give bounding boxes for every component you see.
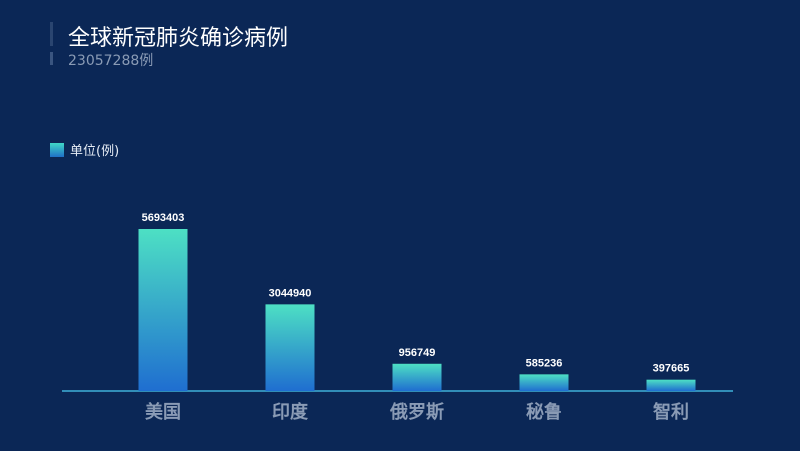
bar-3[interactable] — [519, 374, 569, 391]
data-label: 956749 — [399, 347, 436, 359]
bar-4[interactable] — [646, 379, 696, 391]
chart-subtitle: 23057288例 — [68, 53, 154, 69]
category-label: 秘鲁 — [526, 401, 562, 423]
chart-title: 全球新冠肺炎确诊病例 — [68, 26, 289, 51]
category-label: 智利 — [653, 401, 689, 423]
bar-2[interactable] — [392, 363, 442, 391]
legend-label: 单位(例) — [70, 144, 120, 159]
subtitle-accent — [50, 52, 53, 65]
bar-0[interactable] — [138, 229, 188, 391]
category-label: 印度 — [272, 401, 309, 423]
category-label: 俄罗斯 — [389, 401, 444, 423]
data-label: 397665 — [653, 363, 690, 375]
legend-swatch — [50, 142, 64, 157]
data-label: 3044940 — [269, 287, 312, 299]
data-label: 585236 — [526, 357, 563, 369]
legend-item[interactable]: 单位(例) — [50, 140, 119, 159]
title-accent — [50, 22, 53, 46]
data-label: 5693403 — [142, 212, 185, 224]
category-label: 美国 — [145, 401, 181, 423]
bar-1[interactable] — [265, 304, 315, 391]
